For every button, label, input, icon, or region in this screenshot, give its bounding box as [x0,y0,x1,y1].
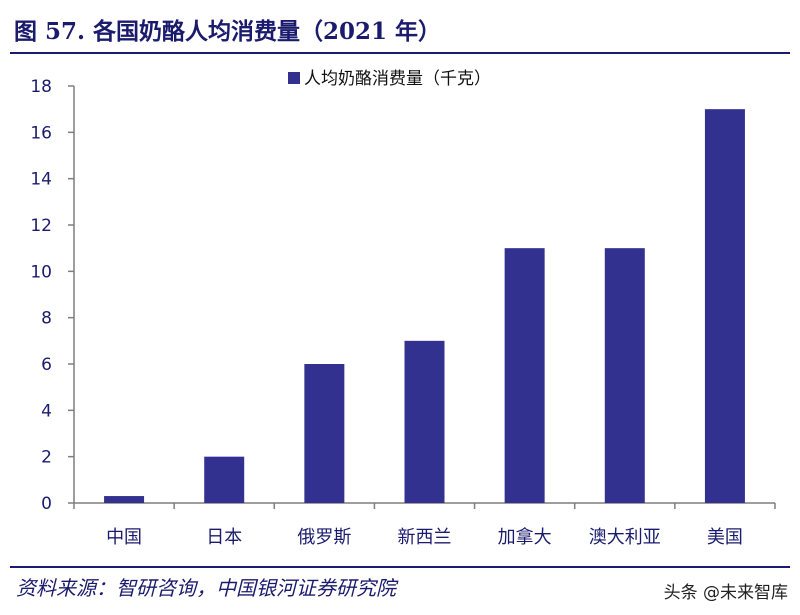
y-tick-label: 14 [30,170,52,190]
bar [104,496,145,503]
bar [604,248,645,503]
y-tick-label: 10 [30,262,52,282]
figure-title: 图 57. 各国奶酪人均消费量（2021 年） [14,18,442,45]
y-tick-label: 12 [30,216,52,236]
watermark: 头条 @未来智库 [663,583,788,603]
x-axis: 中国 日本 俄罗斯 新西兰 加拿大 澳大利亚 美国 [73,502,776,548]
y-tick-label: 18 [30,77,52,97]
title-rule [10,52,790,54]
source-note: 资料来源：智研咨询，中国银河证券研究院 [16,576,396,600]
y-tick-label: 2 [41,448,52,468]
bar [504,248,545,503]
bar [704,109,745,503]
y-tick-label: 16 [30,123,52,143]
y-tick-label: 4 [41,401,52,421]
bar-chart: 0 2 4 6 8 10 12 14 16 18 中国 日本 俄罗斯 新西兰 加拿大 澳大利亚 美国 人均奶酪… [30,69,776,548]
source-rule [10,566,790,568]
x-tick-label: 中国 [106,527,142,548]
legend-swatch [288,72,300,84]
x-tick-label: 美国 [707,527,743,548]
bars [104,109,745,503]
x-tick-label: 日本 [206,527,242,548]
x-tick-label: 加拿大 [498,526,552,548]
x-tick-label: 俄罗斯 [297,527,351,548]
bar [304,364,345,503]
legend: 人均奶酪消费量（千克） [288,69,491,89]
bar [204,456,245,503]
bar [404,340,445,503]
y-tick-label: 8 [41,309,52,329]
y-tick-label: 6 [41,355,52,375]
y-tick-label: 0 [41,494,52,514]
y-axis: 0 2 4 6 8 10 12 14 16 18 [30,77,75,514]
legend-label: 人均奶酪消费量（千克） [304,69,491,89]
x-tick-label: 新西兰 [398,527,452,548]
x-tick-label: 澳大利亚 [589,527,661,548]
